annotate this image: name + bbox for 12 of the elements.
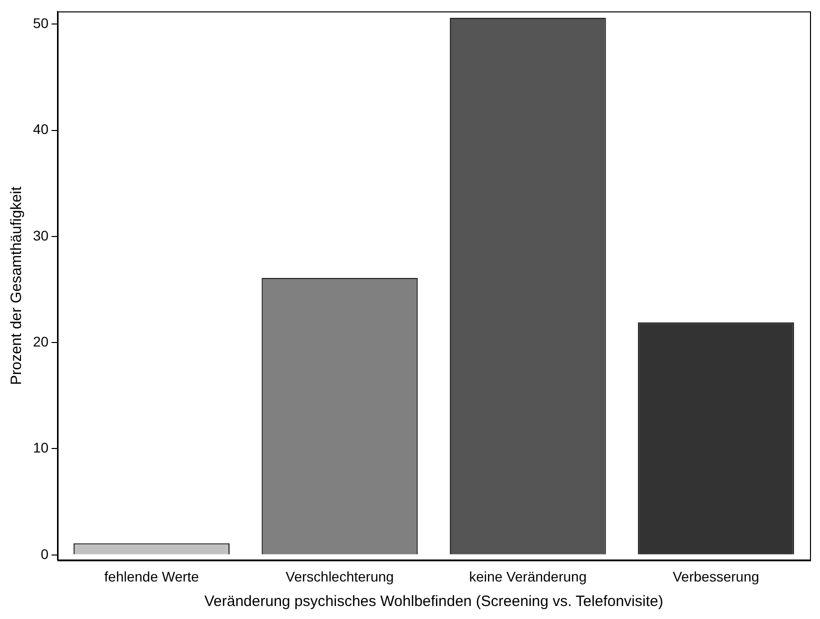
- y-tick-label: 20: [32, 333, 49, 350]
- y-axis-title: Prozent der Gesamthäufigkeit: [8, 186, 26, 386]
- x-tick-label: keine Veränderung: [469, 568, 587, 584]
- x-tick-label: fehlende Werte: [104, 568, 200, 584]
- x-tick-label: Verbesserung: [672, 568, 760, 584]
- x-tick-label: Verschlechterung: [286, 568, 394, 584]
- y-tick-label: 30: [32, 227, 49, 244]
- y-tick-label: 40: [32, 121, 49, 138]
- y-tick-label: 10: [32, 440, 49, 456]
- y-tick-label: 50: [32, 14, 49, 31]
- y-tick-label: 0: [40, 546, 49, 562]
- x-axis-title: Veränderung psychisches Wohlbefinden (Screening vs. Telefonvisite): [204, 593, 664, 610]
